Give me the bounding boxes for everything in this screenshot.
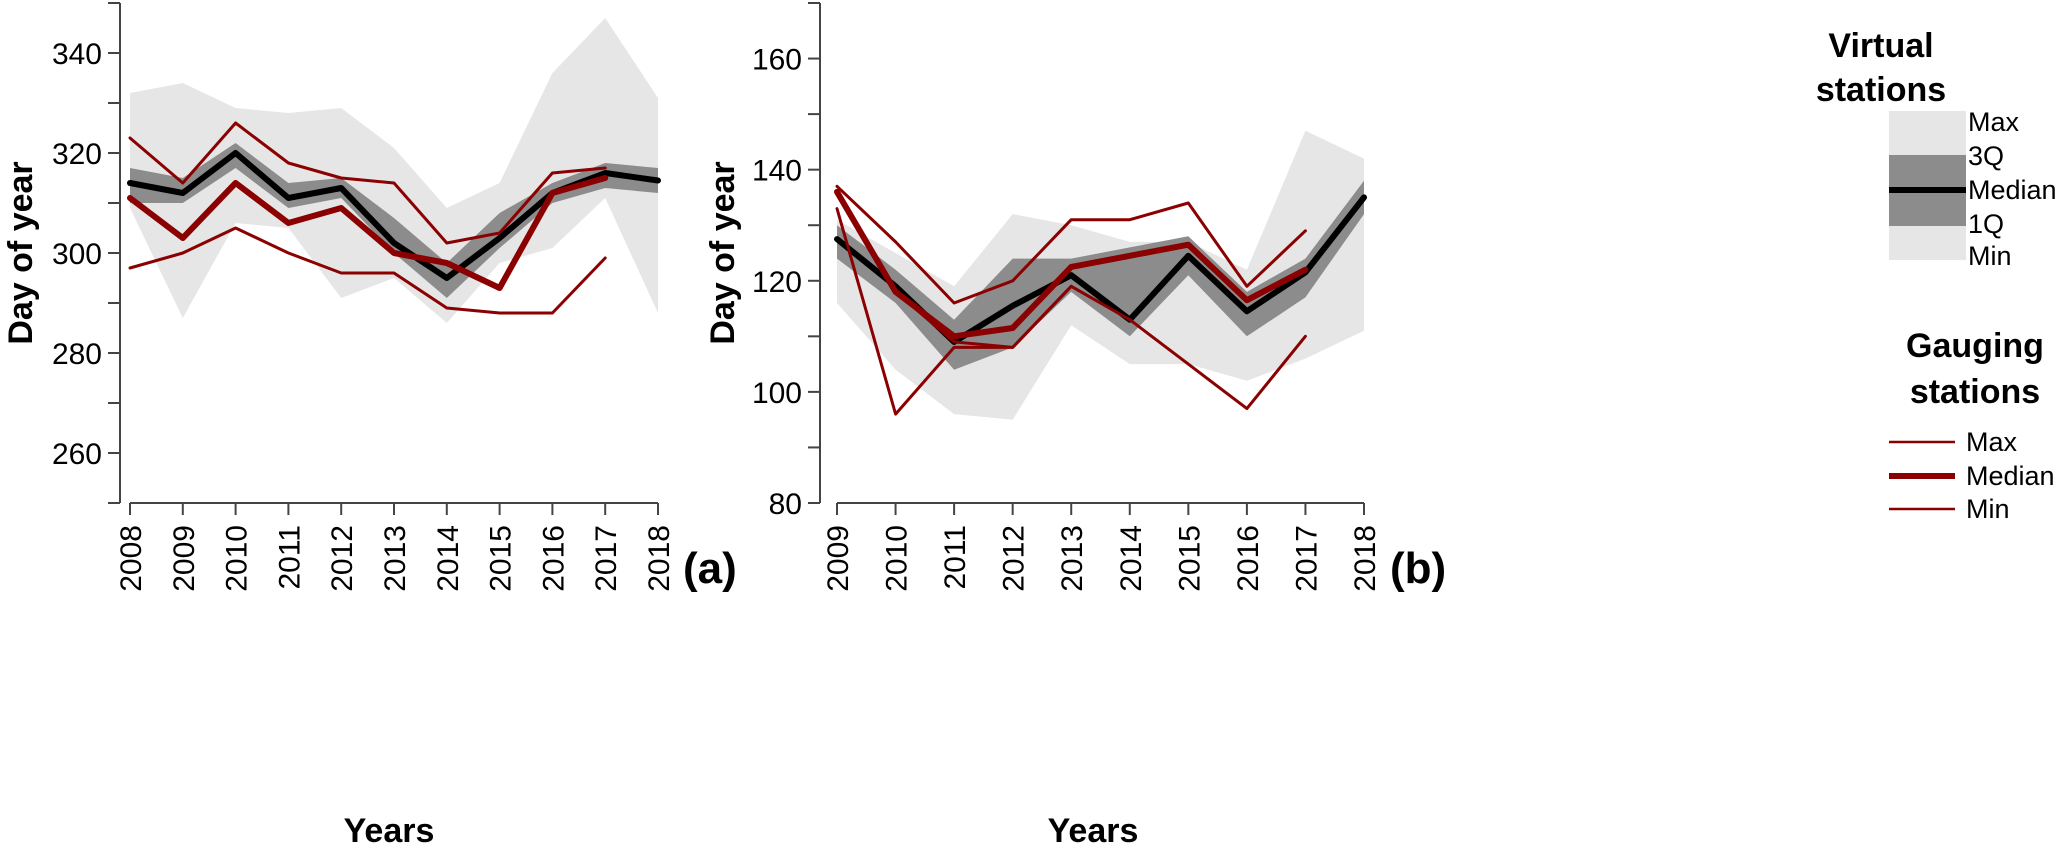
y-tick-label: 160 bbox=[752, 44, 802, 77]
x-tick-label: 2017 bbox=[590, 525, 623, 592]
x-tick-label: 2011 bbox=[939, 525, 972, 590]
y-tick-label: 340 bbox=[52, 38, 102, 71]
x-tick-label: 2013 bbox=[379, 525, 412, 592]
x-tick-label: 2010 bbox=[221, 525, 254, 592]
x-tick-label: 2015 bbox=[485, 525, 518, 592]
gauging-max-line bbox=[835, 184, 1307, 305]
virtual-quartile-band bbox=[130, 143, 658, 298]
x-axis-title: Years bbox=[1048, 812, 1139, 846]
y-tick-label: 100 bbox=[752, 377, 802, 410]
gauging-min-line bbox=[128, 226, 607, 315]
x-tick-label: 2018 bbox=[1349, 525, 1382, 592]
x-tick-label: 2015 bbox=[1173, 525, 1206, 592]
y-tick-label: 320 bbox=[52, 138, 102, 171]
x-tick-label: 2009 bbox=[168, 525, 201, 592]
legend-virtual-3q: 3Q bbox=[1968, 141, 2004, 171]
legend-gauging-min: Min bbox=[1966, 494, 2010, 524]
gauging-extra-line bbox=[835, 190, 1073, 349]
legend-gauging-median: Median bbox=[1966, 461, 2055, 491]
x-tick-label: 2018 bbox=[643, 525, 676, 592]
x-tick-label: 2016 bbox=[1232, 525, 1265, 592]
gauging-max-line bbox=[128, 121, 607, 245]
y-tick-label: 260 bbox=[52, 438, 102, 471]
chart-panel-a: 260 280 300 320 340 2008 2009 2010 2011 2012 2013 2… bbox=[2, 2, 737, 846]
panel-label: (a) bbox=[683, 544, 737, 593]
legend-virtual-title-line1: Virtual bbox=[1828, 27, 1933, 65]
legend-virtual-min: Min bbox=[1968, 241, 2012, 271]
x-tick-label: 2011 bbox=[273, 525, 306, 590]
x-axis-title: Years bbox=[344, 812, 435, 846]
y-axis-title: Day of year bbox=[2, 161, 40, 344]
legend-virtual-title-line2: stations bbox=[1816, 71, 1946, 109]
chart-panel-b: 80 100 120 140 160 2009 2010 2011 2012 2013 2014 20… bbox=[704, 2, 1446, 846]
legend-gauging-max: Max bbox=[1966, 427, 2018, 457]
legend-virtual-max: Max bbox=[1968, 107, 2020, 137]
x-tick-label: 2014 bbox=[432, 525, 465, 592]
virtual-minmax-band bbox=[130, 18, 658, 323]
x-tick-label: 2012 bbox=[326, 525, 359, 592]
x-tick-label: 2008 bbox=[115, 525, 148, 592]
x-tick-label: 2013 bbox=[1056, 525, 1089, 592]
x-tick-label: 2010 bbox=[881, 525, 914, 592]
legend-virtual-1q: 1Q bbox=[1968, 209, 2004, 239]
legend: Virtual stations Max 3Q Median 1Q Min Ga… bbox=[1816, 27, 2057, 524]
y-axis-title: Day of year bbox=[704, 161, 742, 344]
gauging-median-line bbox=[127, 175, 609, 291]
legend-gauging-title-line1: Gauging bbox=[1906, 327, 2044, 365]
x-tick-label: 2017 bbox=[1290, 525, 1323, 592]
legend-gauging-title-line2: stations bbox=[1910, 373, 2040, 411]
y-tick-label: 280 bbox=[52, 338, 102, 371]
x-tick-label: 2012 bbox=[998, 525, 1031, 592]
y-tick-label: 120 bbox=[752, 266, 802, 299]
y-tick-label: 140 bbox=[752, 155, 802, 188]
x-tick-label: 2016 bbox=[537, 525, 570, 592]
virtual-quartile-band bbox=[837, 180, 1364, 370]
x-tick-label: 2014 bbox=[1115, 525, 1148, 592]
panel-label: (b) bbox=[1390, 544, 1446, 593]
x-tick-label: 2009 bbox=[822, 525, 855, 592]
y-tick-label: 300 bbox=[52, 238, 102, 271]
legend-virtual-median: Median bbox=[1968, 175, 2057, 205]
y-tick-label: 80 bbox=[769, 488, 802, 521]
